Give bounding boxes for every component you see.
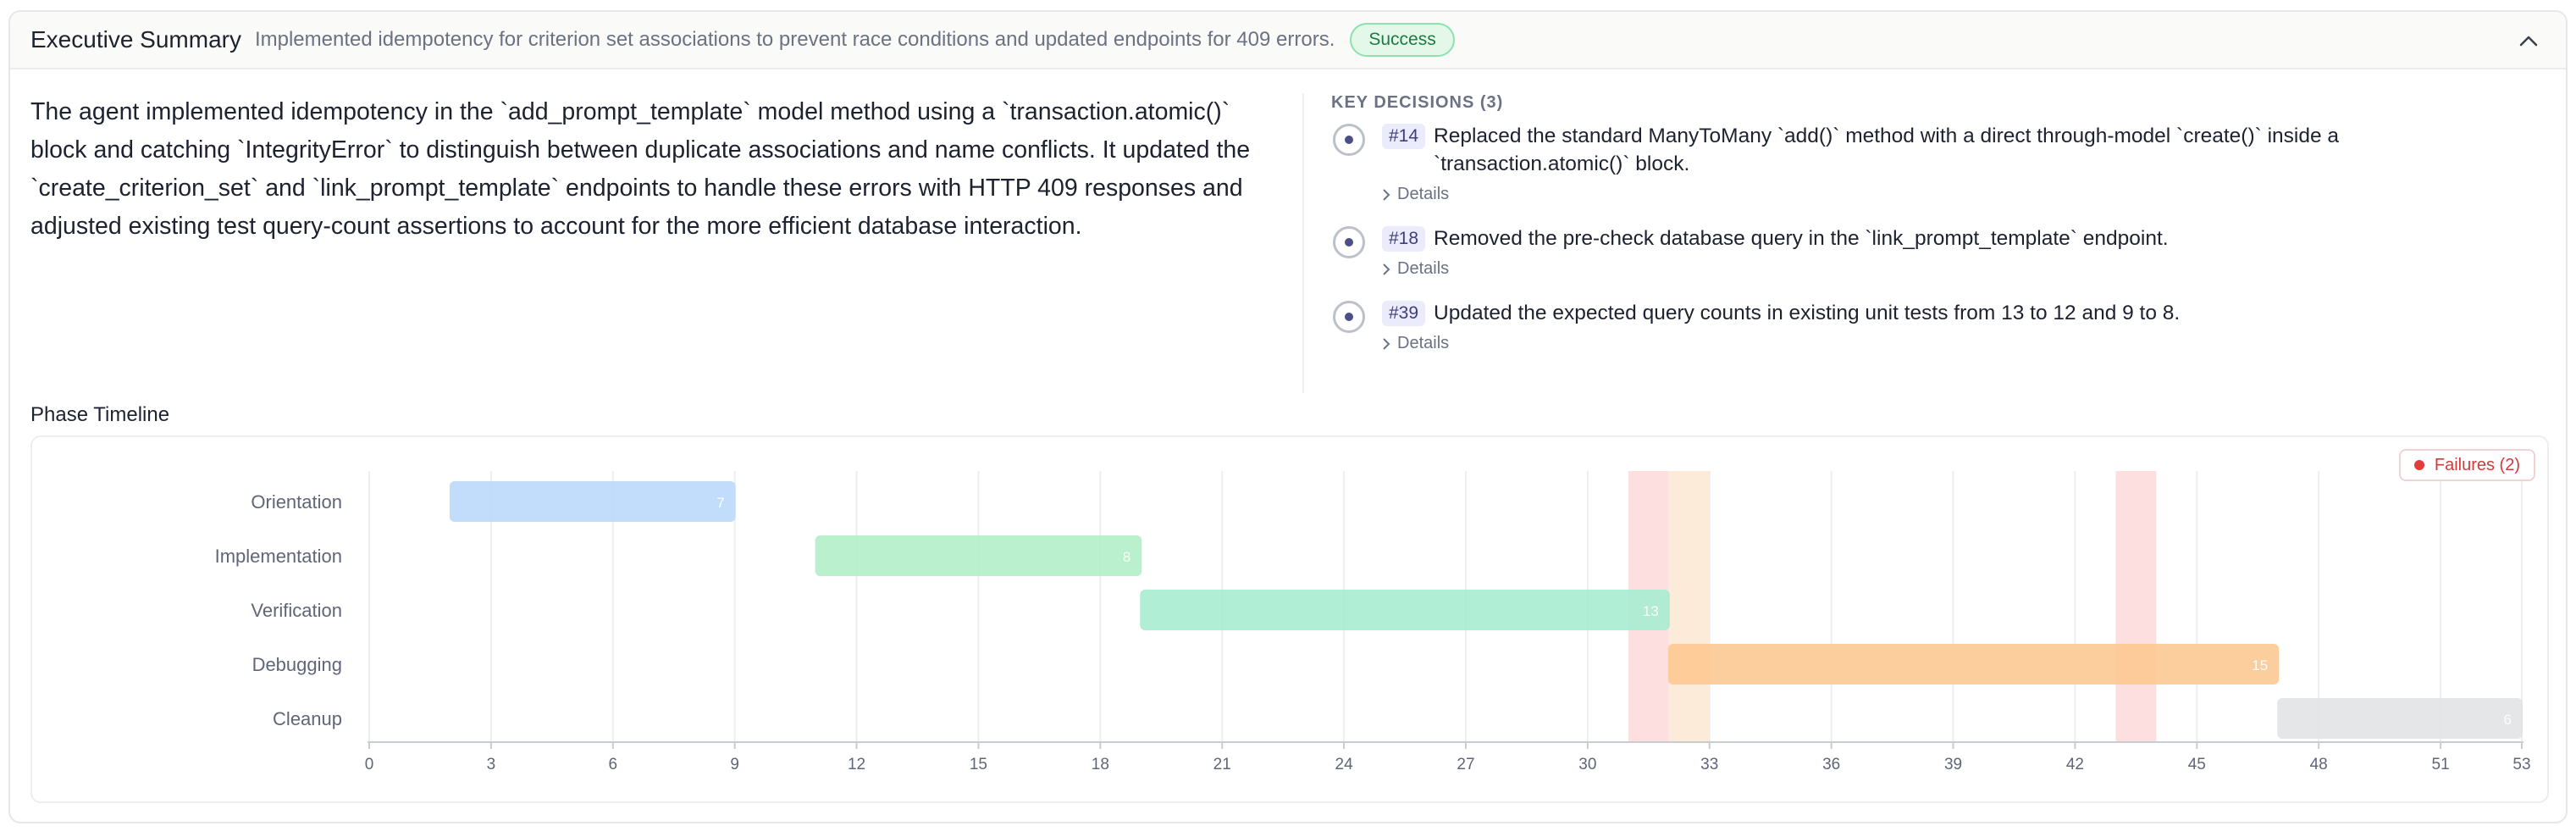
phase-bar xyxy=(2277,698,2523,739)
x-tick-label: 6 xyxy=(608,756,617,773)
executive-summary-card: Executive Summary Implemented idempotenc… xyxy=(8,10,2568,823)
timeline-dot-icon xyxy=(1333,226,1365,258)
x-tick-label: 36 xyxy=(1822,756,1840,773)
x-tick-label: 48 xyxy=(2310,756,2328,773)
category-label: Implementation xyxy=(215,546,342,567)
category-label: Verification xyxy=(251,600,342,621)
x-tick-label: 0 xyxy=(365,756,374,773)
phase-bar xyxy=(449,481,736,522)
x-tick-label: 39 xyxy=(1944,756,1962,773)
category-label: Debugging xyxy=(252,654,342,675)
decision-item: #39 Updated the expected query counts in… xyxy=(1331,299,2551,353)
summary-header[interactable]: Executive Summary Implemented idempotenc… xyxy=(10,12,2566,69)
decision-text: Removed the pre-check database query in … xyxy=(1434,227,2169,250)
x-tick-label: 21 xyxy=(1213,756,1231,773)
details-label: Details xyxy=(1397,185,1450,203)
phase-bar xyxy=(815,535,1142,576)
header-subtitle: Implemented idempotency for criterion se… xyxy=(254,28,1335,51)
details-toggle[interactable]: Details xyxy=(1382,259,2551,279)
x-tick-label: 27 xyxy=(1457,756,1474,773)
failure-highlight xyxy=(2115,471,2157,742)
category-label: Cleanup xyxy=(273,708,342,729)
status-badge: Success xyxy=(1350,23,1455,57)
details-toggle[interactable]: Details xyxy=(1382,334,2551,353)
decision-text: Replaced the standard ManyToMany `add()`… xyxy=(1434,125,2340,175)
x-tick-label: 12 xyxy=(848,756,865,773)
chevron-right-icon xyxy=(1383,263,1390,275)
phase-bar xyxy=(1140,590,1670,630)
bar-value-label: 15 xyxy=(2252,657,2268,673)
decision-id: #18 xyxy=(1382,226,1426,252)
chevron-right-icon xyxy=(1383,188,1390,201)
x-tick-label: 51 xyxy=(2432,756,2450,773)
x-tick-label: 3 xyxy=(487,756,496,773)
details-toggle[interactable]: Details xyxy=(1382,185,2551,204)
x-tick-label: 33 xyxy=(1700,756,1718,773)
chevron-up-icon xyxy=(2519,36,2538,47)
header-title: Executive Summary xyxy=(30,26,241,53)
details-label: Details xyxy=(1397,334,1450,352)
decision-id: #39 xyxy=(1382,301,1426,326)
bar-value-label: 7 xyxy=(716,495,724,511)
x-tick-label: 53 xyxy=(2512,756,2530,773)
decision-id: #14 xyxy=(1382,124,1426,149)
category-label: Orientation xyxy=(251,491,342,513)
collapse-button[interactable] xyxy=(2517,29,2540,53)
timeline-svg: Orientation 7 Implementation 8 Verification 1… xyxy=(215,471,2531,773)
x-tick-label: 30 xyxy=(1578,756,1596,773)
timeline-dot-icon xyxy=(1333,301,1365,333)
section-divider xyxy=(1302,93,1304,393)
x-tick-label: 9 xyxy=(730,756,739,773)
decision-item: #18 Removed the pre-check database query… xyxy=(1331,224,2551,279)
phase-timeline-label: Phase Timeline xyxy=(30,403,170,426)
phase-timeline-chart: Orientation 7 Implementation 8 Verification 1… xyxy=(30,435,2549,803)
summary-text: The agent implemented idempotency in the… xyxy=(30,98,1251,240)
details-label: Details xyxy=(1397,259,1450,278)
key-decisions-title: KEY DECISIONS (3) xyxy=(1331,93,1504,112)
bar-value-label: 6 xyxy=(2504,712,2512,728)
x-tick-label: 15 xyxy=(970,756,987,773)
failures-legend-button[interactable]: Failures (2) xyxy=(2398,449,2535,481)
timeline-dot-icon xyxy=(1333,124,1365,156)
decision-text: Updated the expected query counts in exi… xyxy=(1434,302,2181,324)
x-tick-label: 42 xyxy=(2066,756,2084,773)
bar-value-label: 13 xyxy=(1643,603,1659,619)
x-tick-label: 24 xyxy=(1335,756,1354,773)
failure-highlight xyxy=(1668,471,1710,742)
phase-bar xyxy=(1667,644,2280,685)
bar-value-label: 8 xyxy=(1123,549,1130,565)
failures-label: Failures (2) xyxy=(2434,455,2520,474)
x-tick-label: 18 xyxy=(1092,756,1109,773)
x-tick-label: 45 xyxy=(2188,756,2206,773)
decision-item: #14 Replaced the standard ManyToMany `ad… xyxy=(1331,122,2551,204)
key-decisions: KEY DECISIONS (3) #14 Replaced the stand… xyxy=(1331,93,2551,353)
failure-dot-icon xyxy=(2413,460,2424,470)
chevron-right-icon xyxy=(1383,337,1390,350)
